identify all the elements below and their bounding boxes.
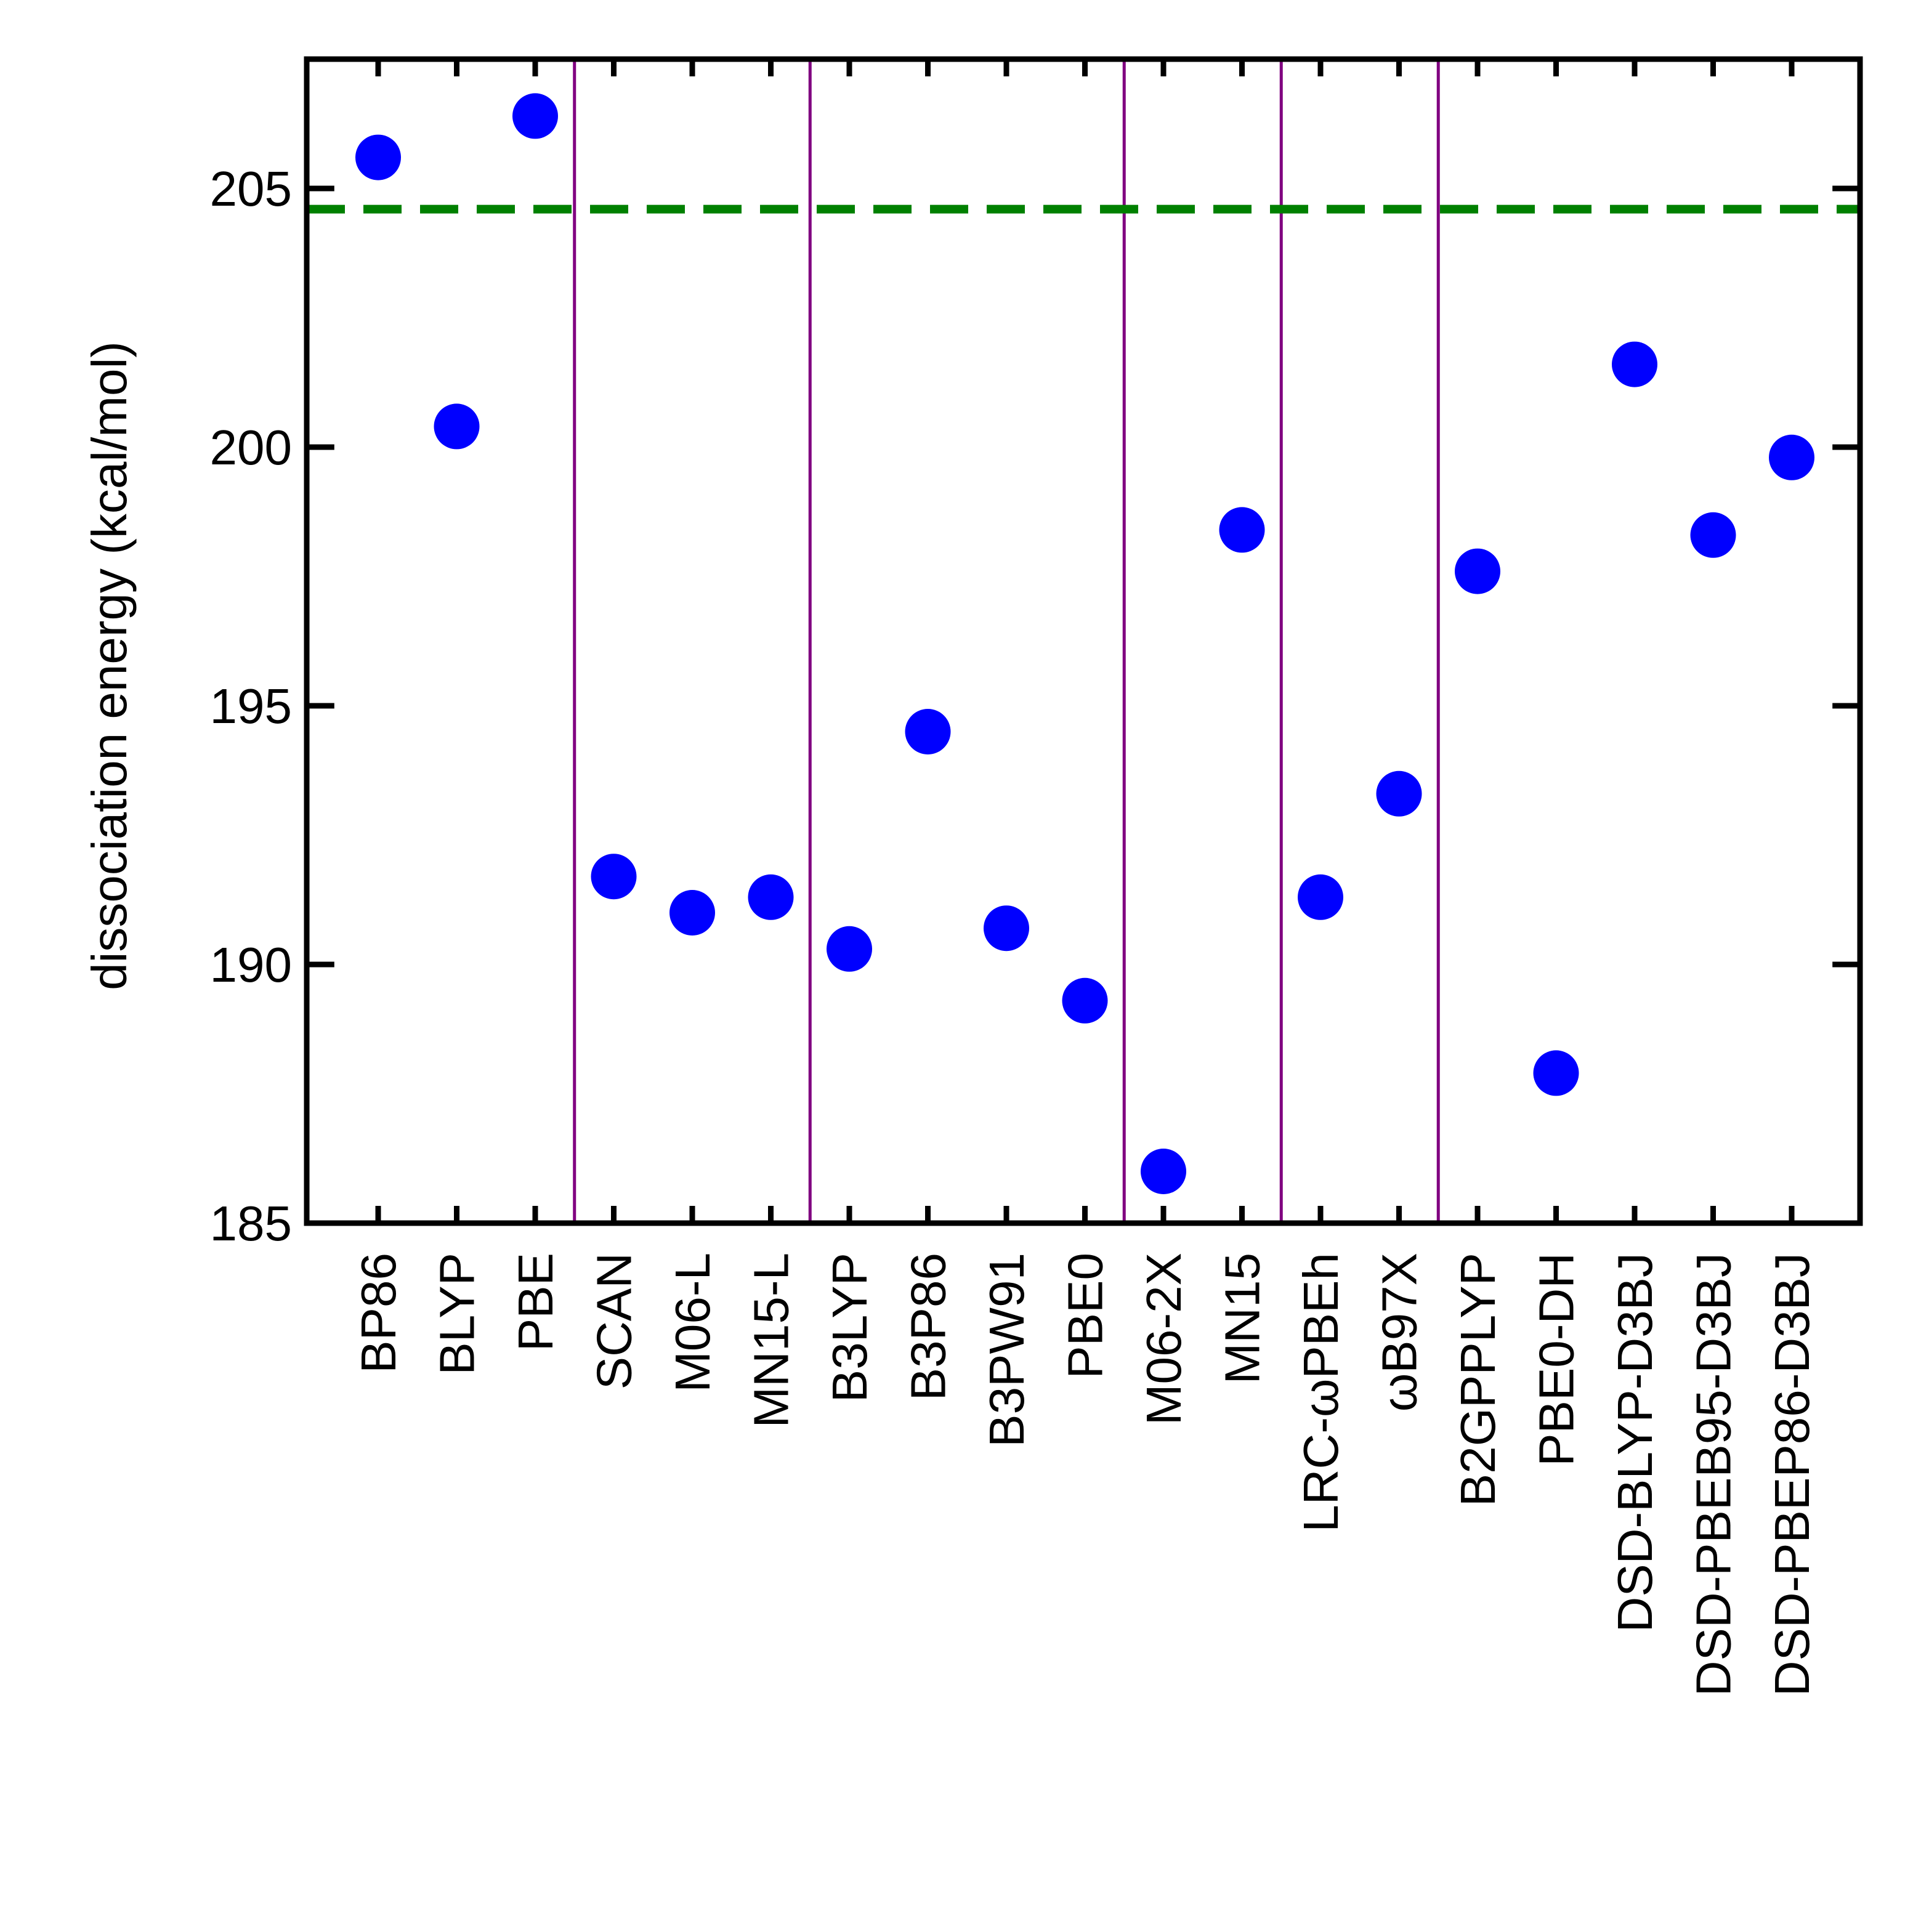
x-category-label: DSD-PBEP86-D3BJ xyxy=(1765,1253,1819,1696)
data-point xyxy=(512,93,558,139)
data-point xyxy=(905,709,951,754)
data-points xyxy=(355,93,1814,1194)
y-tick-labels: 185 190 195 200 205 xyxy=(210,161,292,1251)
x-category-label: B3PW91 xyxy=(979,1253,1034,1447)
data-point xyxy=(1769,434,1814,480)
x-category-label: DSD-BLYP-D3BJ xyxy=(1608,1253,1662,1632)
data-point xyxy=(984,905,1029,952)
y-tick-label: 200 xyxy=(210,420,292,475)
data-point xyxy=(1298,874,1343,920)
data-point xyxy=(1219,507,1265,553)
x-category-label: PBE0 xyxy=(1058,1253,1113,1379)
data-point xyxy=(1141,1149,1186,1194)
data-point xyxy=(355,134,401,180)
x-category-label: ωB97X xyxy=(1372,1253,1427,1412)
data-point xyxy=(827,926,872,972)
x-category-label: DSD-PBEB95-D3BJ xyxy=(1686,1253,1741,1696)
x-category-label: PBE0-DH xyxy=(1529,1253,1584,1466)
y-axis-title: dissociation energy (kcal/mol) xyxy=(82,341,137,990)
y-tick-label: 185 xyxy=(210,1196,292,1251)
x-category-label: MN15 xyxy=(1215,1253,1270,1384)
x-tick-labels: BP86 BLYP PBE SCAN M06-L MN15-L B3LYP B3P86 B3PW… xyxy=(351,1253,1819,1696)
x-category-label: LRC-ωPBEh xyxy=(1293,1253,1348,1532)
x-category-label: B3P86 xyxy=(901,1253,956,1400)
x-category-label: B3LYP xyxy=(822,1253,877,1402)
data-point xyxy=(591,854,637,900)
x-category-label: PBE xyxy=(508,1253,563,1351)
plot-frame xyxy=(304,56,1863,1226)
axis-ticks xyxy=(307,59,1860,1226)
x-category-label: M06-L xyxy=(665,1253,720,1392)
data-point xyxy=(1533,1050,1579,1096)
data-point xyxy=(1612,341,1657,387)
y-tick-label: 190 xyxy=(210,937,292,992)
data-point xyxy=(1376,770,1422,817)
data-point xyxy=(1062,977,1108,1024)
data-point xyxy=(434,403,480,450)
group-separators xyxy=(573,59,1440,1223)
x-category-label: MN15-L xyxy=(744,1253,799,1428)
x-category-label: BLYP xyxy=(430,1253,485,1375)
y-tick-label: 195 xyxy=(210,679,292,734)
x-category-label: SCAN xyxy=(587,1253,642,1389)
x-category-label: M06-2X xyxy=(1136,1253,1191,1425)
y-tick-label: 205 xyxy=(210,161,292,216)
data-point xyxy=(1690,512,1736,558)
data-point xyxy=(669,890,715,936)
x-category-label: BP86 xyxy=(351,1253,406,1373)
data-point xyxy=(1455,548,1500,594)
data-point xyxy=(748,874,794,920)
x-category-label: B2GPPLYP xyxy=(1450,1253,1505,1506)
